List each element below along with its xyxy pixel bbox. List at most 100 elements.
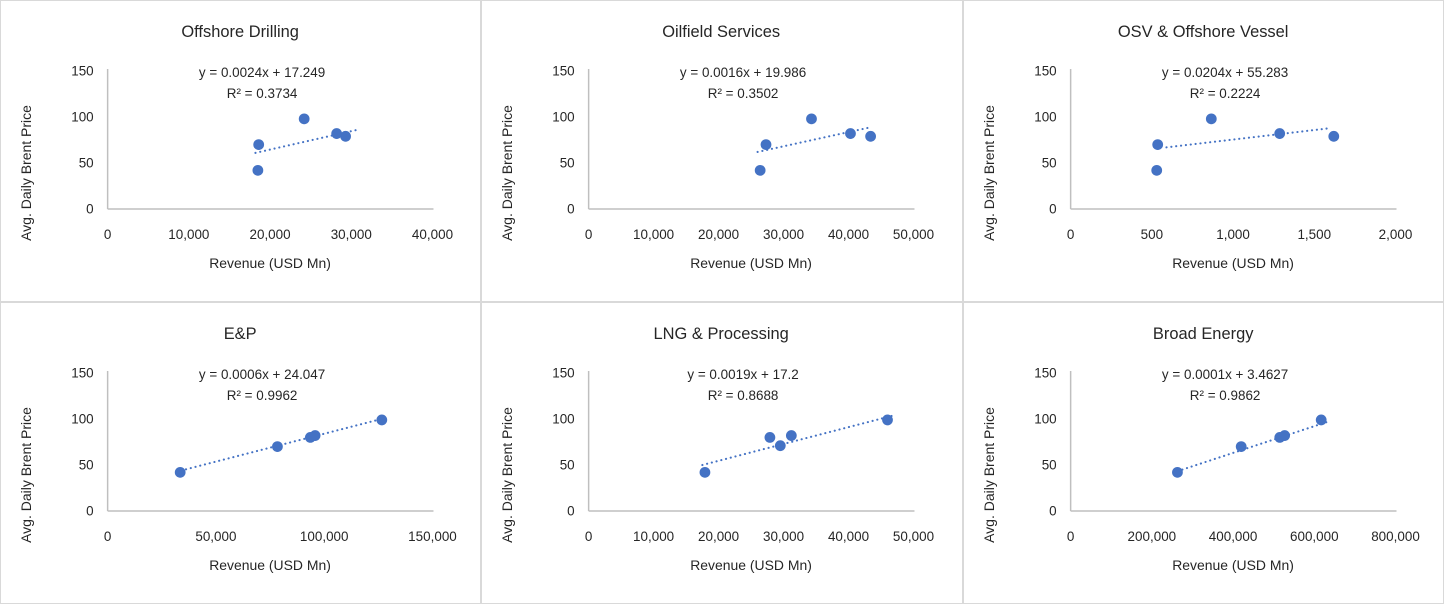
y-axis-title: Avg. Daily Brent Price (981, 105, 997, 241)
y-tick-label: 150 (553, 63, 575, 78)
x-tick-label: 10,000 (633, 227, 674, 242)
data-point (298, 113, 310, 125)
x-tick-label: 50,000 (893, 529, 934, 544)
y-tick-label: 150 (71, 63, 93, 78)
y-tick-label: 100 (553, 109, 575, 124)
data-point (764, 432, 776, 443)
data-point (806, 113, 818, 125)
x-axis-title: Revenue (USD Mn) (1172, 557, 1294, 573)
r-squared-label: R² = 0.2224 (1189, 86, 1260, 101)
x-tick-label: 20,000 (698, 227, 739, 242)
x-tick-label: 1,500 (1297, 227, 1331, 242)
r-squared-label: R² = 0.8688 (708, 388, 779, 403)
x-tick-label: 0 (1067, 227, 1074, 242)
y-tick-label: 50 (560, 457, 575, 472)
chart-title: E&P (224, 325, 257, 343)
trendline (180, 417, 386, 472)
trendline (1165, 126, 1333, 149)
chart-title: LNG & Processing (654, 325, 789, 343)
chart-panel-osv-offshore-vessel: OSV & Offshore Vessel y = 0.0204x + 55.28… (963, 1, 1443, 301)
trendline-equation: y = 0.0006x + 24.047 (199, 367, 325, 382)
data-point (786, 430, 798, 441)
r-squared-label: R² = 0.9862 (1189, 388, 1260, 403)
y-tick-label: 0 (86, 503, 93, 518)
y-axis-title: Avg. Daily Brent Price (499, 407, 515, 543)
y-tick-label: 100 (1034, 109, 1056, 124)
x-tick-label: 150,000 (408, 529, 457, 544)
scatter-chart: Broad Energy y = 0.0001x + 3.4627 R² = 0.9… (981, 325, 1420, 573)
x-tick-label: 50,000 (893, 227, 934, 242)
data-point (865, 130, 877, 142)
x-tick-label: 50,000 (195, 529, 236, 544)
trendline-equation: y = 0.0016x + 19.986 (680, 65, 806, 80)
x-axis-title: Revenue (USD Mn) (1172, 255, 1294, 271)
y-axis-title: Avg. Daily Brent Price (499, 105, 515, 241)
x-tick-label: 0 (1067, 529, 1074, 544)
y-tick-label: 0 (1049, 503, 1056, 518)
trendline-equation: y = 0.0024x + 17.249 (199, 65, 325, 80)
r-squared-label: R² = 0.3502 (708, 86, 779, 101)
y-tick-label: 100 (71, 109, 93, 124)
chart-panel-oilfield-services: Oilfield Services y = 0.0016x + 19.986 R² … (482, 1, 962, 301)
trendline-equation: y = 0.0001x + 3.4627 (1162, 367, 1288, 382)
x-tick-label: 30,000 (331, 227, 372, 242)
x-tick-label: 800,000 (1371, 529, 1420, 544)
x-axis-title: Revenue (USD Mn) (209, 557, 331, 573)
x-tick-label: 0 (104, 529, 111, 544)
x-tick-label: 0 (104, 227, 111, 242)
data-point (882, 414, 894, 426)
chart-panel-e-and-p: E&P y = 0.0006x + 24.047 R² = 0.9962 0 50 100… (1, 303, 481, 603)
data-point (1171, 466, 1183, 478)
y-tick-label: 150 (1034, 63, 1056, 78)
chart-panel-offshore-drilling: Offshore Drilling y = 0.0024x + 17.249 R² … (1, 1, 481, 301)
y-tick-label: 150 (71, 365, 93, 380)
data-point (1205, 113, 1217, 125)
y-tick-label: 150 (1034, 365, 1056, 380)
y-tick-label: 150 (553, 365, 575, 380)
x-tick-label: 20,000 (249, 227, 290, 242)
y-tick-label: 50 (79, 457, 94, 472)
scatter-chart: OSV & Offshore Vessel y = 0.0204x + 55.28… (981, 23, 1412, 271)
data-point (272, 441, 283, 452)
y-tick-label: 0 (568, 503, 575, 518)
data-point (1315, 414, 1327, 426)
y-tick-label: 50 (1041, 457, 1056, 472)
trendline (701, 414, 896, 467)
y-tick-label: 50 (1041, 155, 1056, 170)
x-tick-label: 40,000 (828, 529, 869, 544)
data-point (1151, 139, 1163, 151)
data-point (775, 440, 787, 452)
scatter-chart: LNG & Processing y = 0.0019x + 17.2 R² = 0… (499, 325, 934, 573)
chart-title: Oilfield Services (663, 23, 781, 41)
x-tick-label: 0 (585, 529, 592, 544)
y-axis-title: Avg. Daily Brent Price (18, 407, 34, 543)
data-point (699, 466, 711, 478)
chart-title: Broad Energy (1153, 325, 1254, 343)
y-tick-label: 0 (568, 201, 575, 216)
data-point (1273, 128, 1285, 139)
data-point (340, 130, 351, 142)
data-point (755, 164, 766, 176)
data-point (376, 414, 388, 426)
x-tick-label: 20,000 (698, 529, 739, 544)
y-tick-label: 50 (79, 155, 94, 170)
x-tick-label: 400,000 (1208, 529, 1257, 544)
y-tick-label: 100 (1034, 411, 1056, 426)
x-axis-title: Revenue (USD Mn) (691, 557, 813, 573)
chart-panel-lng-processing: LNG & Processing y = 0.0019x + 17.2 R² = 0… (482, 303, 962, 603)
r-squared-label: R² = 0.3734 (227, 86, 298, 101)
scatter-chart: Offshore Drilling y = 0.0024x + 17.249 R² … (18, 23, 453, 271)
trendline-equation: y = 0.0204x + 55.283 (1162, 65, 1288, 80)
y-axis-title: Avg. Daily Brent Price (18, 105, 34, 241)
scatter-chart: Oilfield Services y = 0.0016x + 19.986 R² … (499, 23, 934, 271)
data-point (174, 466, 186, 478)
scatter-chart: E&P y = 0.0006x + 24.047 R² = 0.9962 0 50 100… (18, 325, 457, 573)
y-tick-label: 0 (86, 201, 93, 216)
x-tick-label: 2,000 (1378, 227, 1412, 242)
x-tick-label: 500 (1140, 227, 1162, 242)
x-tick-label: 200,000 (1127, 529, 1176, 544)
chart-panel-broad-energy: Broad Energy y = 0.0001x + 3.4627 R² = 0.9… (963, 303, 1443, 603)
y-tick-label: 50 (560, 155, 575, 170)
x-axis-title: Revenue (USD Mn) (209, 255, 331, 271)
